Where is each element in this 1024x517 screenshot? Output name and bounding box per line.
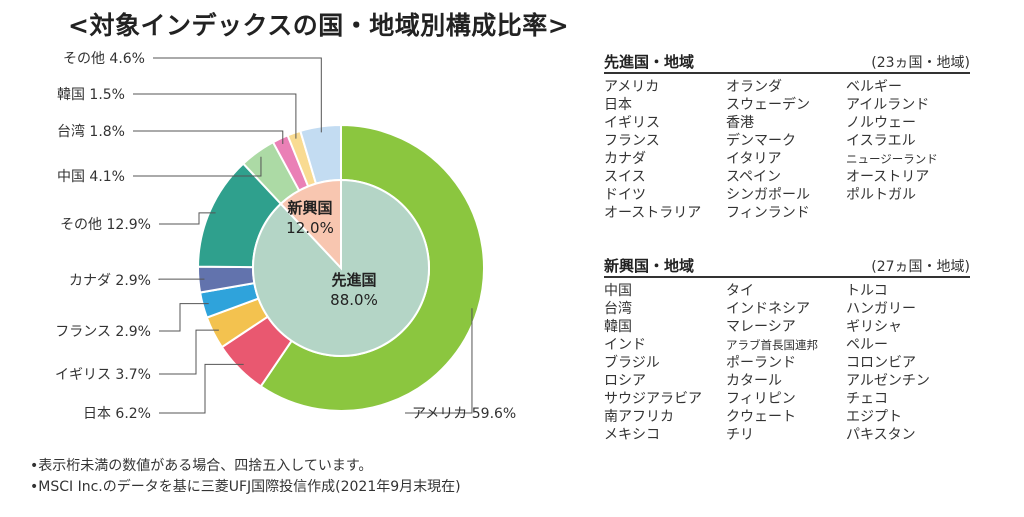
country-name: イタリア (726, 151, 782, 167)
country-name: マレーシア (726, 319, 796, 335)
country-name: チリ (726, 427, 754, 443)
country-name: ブラジル (604, 355, 660, 371)
slice-label: 中国 4.1% (57, 169, 125, 185)
country-name: インドネシア (726, 301, 810, 317)
inner-label: 新興国 (287, 199, 332, 217)
country-name: クウェート (726, 409, 796, 425)
country-name: コロンビア (846, 355, 916, 371)
country-name: トルコ (846, 283, 888, 299)
slice-label: アメリカ 59.6% (412, 406, 516, 422)
developed-country-list: アメリカ オランダ ベルギー日本 スウェーデン アイルランドイギリス 香港 ノルウェーフラン… (604, 78, 970, 222)
country-name: アイルランド (846, 97, 930, 113)
leader-line (133, 93, 297, 139)
country-name: オーストラリア (604, 205, 702, 221)
slice-label: フランス 2.9% (55, 324, 151, 340)
leader-line (159, 303, 209, 332)
country-name: オーストリア (846, 169, 930, 185)
leader-line (158, 278, 205, 280)
developed-title: 先進国・地域 (604, 53, 695, 71)
country-name: ペルー (846, 337, 888, 353)
slice-label: カナダ 2.9% (69, 273, 151, 289)
country-name: タイ (726, 283, 754, 299)
developed-panel: 先進国・地域 (23ヵ国・地域) アメリカ オランダ ベルギー日本 スウェーデン アイル… (604, 50, 970, 222)
emerging-panel: 新興国・地域 (27ヵ国・地域) 中国 タイ トルコ台湾 インドネシア ハンガリー韓国 マ… (604, 254, 970, 444)
leader-line (159, 363, 244, 414)
country-name: インド (604, 337, 646, 353)
country-name: ポーランド (726, 355, 796, 371)
country-name: スウェーデン (726, 97, 810, 113)
inner-label: 先進国 (331, 271, 376, 289)
country-name: 韓国 (604, 319, 632, 335)
country-name: 日本 (604, 97, 632, 113)
developed-count: (23ヵ国・地域) (871, 55, 970, 71)
leader-line (133, 156, 262, 177)
leader-line (159, 329, 219, 375)
country-name: エジプト (846, 409, 902, 425)
country-name: 台湾 (604, 301, 632, 317)
country-name: フランス (604, 133, 660, 149)
country-name: シンガポール (726, 187, 810, 203)
country-name: サウジアラビア (604, 391, 702, 407)
slice-label: 韓国 1.5% (57, 87, 125, 103)
inner-value: 88.0% (330, 291, 378, 309)
emerging-title: 新興国・地域 (604, 257, 695, 275)
country-name: ギリシャ (846, 319, 902, 335)
country-name: メキシコ (604, 427, 660, 443)
emerging-count: (27ヵ国・地域) (871, 259, 970, 275)
country-name: ドイツ (604, 187, 646, 203)
country-name: チェコ (846, 391, 888, 407)
country-name: カナダ (604, 151, 646, 167)
slice-label: 日本 6.2% (83, 406, 151, 422)
country-name: スペイン (726, 169, 782, 185)
country-name: アメリカ (604, 79, 660, 95)
leader-line (133, 130, 284, 144)
country-name: オランダ (726, 79, 782, 95)
country-name: イギリス (604, 115, 660, 131)
slice-label: 台湾 1.8% (57, 123, 125, 140)
country-name: カタール (726, 373, 782, 389)
country-name: 香港 (726, 115, 754, 131)
emerging-country-list: 中国 タイ トルコ台湾 インドネシア ハンガリー韓国 マレーシア ギリシャインド アラブ首長国… (604, 282, 970, 444)
country-name: フィンランド (726, 205, 810, 221)
country-name: スイス (604, 169, 646, 185)
country-name: 中国 (604, 283, 632, 299)
country-name: アラブ首長国連邦 (726, 338, 818, 352)
leader-line (405, 308, 473, 414)
country-name: フィリピン (726, 391, 796, 407)
country-name: ポルトガル (846, 187, 916, 203)
country-name: ベルギー (846, 79, 902, 95)
country-name: デンマーク (726, 133, 796, 149)
chart-title: <対象インデックスの国・地域別構成比率> (68, 11, 570, 40)
country-name: ノルウェー (846, 115, 916, 131)
slice-label: その他 12.9% (60, 217, 151, 233)
inner-slice (279, 178, 342, 271)
inner-value: 12.0% (286, 219, 334, 237)
leader-line (153, 57, 322, 133)
note-source: •MSCI Inc.のデータを基に三菱UFJ国際投信作成(2021年9月末現在) (30, 479, 461, 495)
country-name: ハンガリー (846, 301, 916, 317)
slice-label: その他 4.6% (63, 51, 145, 67)
country-name: アルゼンチン (846, 373, 930, 389)
note-rounding: •表示桁未満の数値がある場合、四捨五入しています。 (30, 458, 373, 474)
country-name: イスラエル (846, 133, 916, 149)
country-name: 南アフリカ (604, 409, 674, 425)
leader-line (159, 212, 216, 225)
country-name: ロシア (604, 373, 646, 389)
country-name: ニュージーランド (846, 152, 938, 166)
country-name: パキスタン (846, 427, 916, 443)
slice-label: イギリス 3.7% (55, 367, 151, 383)
pie-chart: 先進国 88.0% 新興国 12.0% アメリカ 59.6% 日本 6.2% イギリス 3.… (55, 51, 516, 422)
